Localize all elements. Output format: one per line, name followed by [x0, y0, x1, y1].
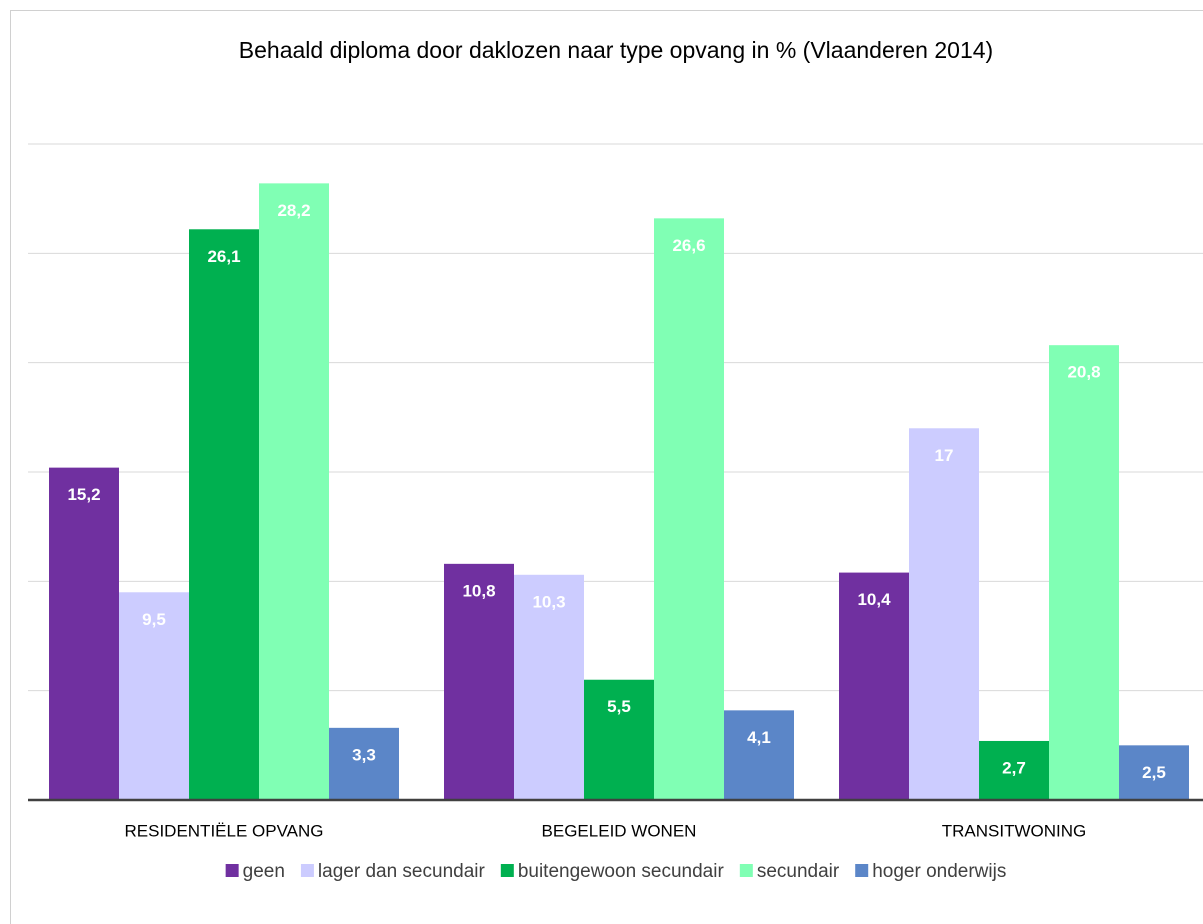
legend-label: buitengewoon secundair — [518, 861, 725, 882]
bar — [1119, 745, 1189, 800]
data-label: 5,5 — [607, 697, 631, 716]
data-label: 3,3 — [352, 745, 376, 764]
bar — [909, 428, 979, 800]
data-label: 9,5 — [142, 610, 166, 629]
data-label: 20,8 — [1067, 363, 1100, 382]
data-label: 28,2 — [277, 201, 310, 220]
bar — [724, 710, 794, 800]
legend-label: hoger onderwijs — [872, 861, 1006, 882]
legend-swatch — [300, 864, 314, 877]
bar — [49, 467, 119, 800]
data-label: 2,5 — [1142, 763, 1166, 782]
legend-swatch — [739, 864, 753, 877]
bar — [119, 592, 189, 800]
x-tick-label: RESIDENTIËLE OPVANG — [124, 821, 323, 840]
data-label: 2,7 — [1002, 758, 1026, 777]
data-label: 10,3 — [532, 592, 565, 611]
legend-swatch — [500, 864, 514, 877]
data-label: 26,1 — [207, 247, 240, 266]
bar — [329, 727, 399, 800]
bar — [1049, 345, 1119, 800]
data-label: 17 — [935, 446, 954, 465]
legend-swatch — [855, 864, 869, 877]
data-label: 10,4 — [857, 590, 891, 609]
bar — [654, 218, 724, 800]
legend-label: lager dan secundair — [318, 861, 486, 882]
chart-title: Behaald diploma door daklozen naar type … — [239, 37, 993, 63]
legend-swatch — [225, 864, 239, 877]
bar — [444, 563, 514, 800]
legend-label: geen — [243, 861, 285, 882]
data-label: 26,6 — [672, 236, 705, 255]
data-label: 10,8 — [462, 581, 495, 600]
bar — [514, 574, 584, 800]
bar — [839, 572, 909, 800]
bar — [259, 183, 329, 801]
legend-label: secundair — [757, 861, 840, 882]
data-label: 15,2 — [67, 485, 100, 504]
data-label: 4,1 — [747, 728, 771, 747]
bar — [979, 740, 1049, 800]
bar — [189, 229, 259, 800]
bar — [584, 679, 654, 800]
x-tick-label: BEGELEID WONEN — [542, 821, 697, 840]
x-tick-label: TRANSITWONING — [942, 821, 1087, 840]
